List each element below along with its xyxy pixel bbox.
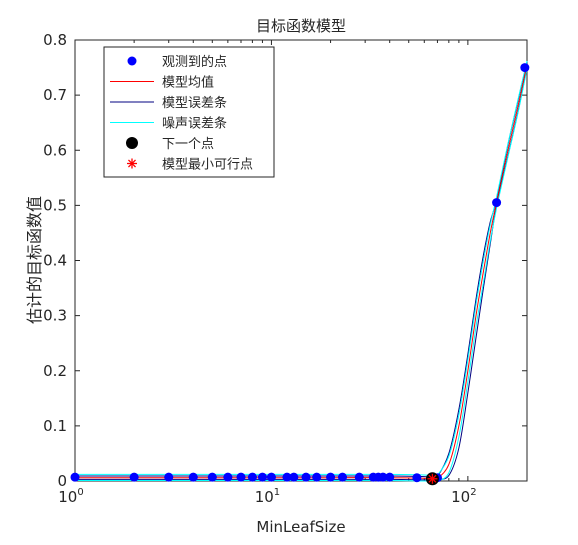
observed-point xyxy=(164,472,174,482)
y-axis-label: 估计的目标函数值 xyxy=(25,196,44,324)
observed-point xyxy=(326,472,336,482)
model-min-feasible-marker xyxy=(427,473,438,484)
chart-title: 目标函数模型 xyxy=(256,17,346,35)
legend-entry: 噪声误差条 xyxy=(110,116,227,132)
legend-icon-star xyxy=(127,158,137,169)
y-tick-label: 0.2 xyxy=(43,362,67,380)
noise-error-upper-line xyxy=(75,60,528,478)
y-tick-label: 0.5 xyxy=(43,196,67,214)
observed-point xyxy=(385,472,395,482)
legend-label: 模型最小可行点 xyxy=(162,158,253,173)
observed-point xyxy=(312,472,322,482)
model-min-feasible-marker-stroke xyxy=(428,474,437,483)
observed-point xyxy=(70,472,80,482)
observed-point xyxy=(207,472,217,482)
observed-point xyxy=(301,472,311,482)
observed-point xyxy=(289,472,299,482)
y-tick-label: 0.6 xyxy=(43,141,67,159)
observed-point xyxy=(520,63,530,73)
legend-box xyxy=(103,46,275,178)
x-axis-label: MinLeafSize xyxy=(256,518,345,536)
observed-point xyxy=(266,472,276,482)
legend-label: 观测到的点 xyxy=(162,54,227,70)
observed-point xyxy=(354,472,364,482)
observed-point xyxy=(223,472,233,482)
legend-label: 噪声误差条 xyxy=(162,116,227,132)
y-tick-label: 0 xyxy=(57,472,67,490)
legend-label: 模型均值 xyxy=(162,75,214,91)
legend-label: 下一个点 xyxy=(162,137,214,152)
observed-point xyxy=(188,472,198,482)
legend-label: 模型误差条 xyxy=(162,95,227,111)
noise-error-lower-line xyxy=(75,68,528,483)
observed-point xyxy=(378,472,388,482)
y-tick-label: 0.7 xyxy=(43,86,67,104)
y-tick-label: 0.1 xyxy=(43,417,67,435)
y-tick-label: 0.8 xyxy=(43,31,67,49)
legend-icon-bigdot xyxy=(126,137,138,149)
observed-point xyxy=(129,472,139,482)
observed-point xyxy=(337,472,347,482)
legend-entry: 模型最小可行点 xyxy=(127,158,253,173)
observed-point xyxy=(282,472,292,482)
legend-entry: 模型误差条 xyxy=(110,95,227,111)
observed-point xyxy=(247,472,257,482)
legend-icon-dot xyxy=(127,56,137,66)
observed-point xyxy=(257,472,267,482)
observed-point xyxy=(236,472,246,482)
legend-entry: 模型均值 xyxy=(110,75,214,91)
observed-point xyxy=(492,198,502,208)
legend-entry: 下一个点 xyxy=(126,137,214,152)
legend-icon-star-stroke xyxy=(128,159,136,168)
y-tick-label: 0.4 xyxy=(43,252,67,270)
legend-entry: 观测到的点 xyxy=(127,54,227,70)
observed-point xyxy=(412,473,422,483)
y-tick-label: 0.3 xyxy=(43,307,67,325)
